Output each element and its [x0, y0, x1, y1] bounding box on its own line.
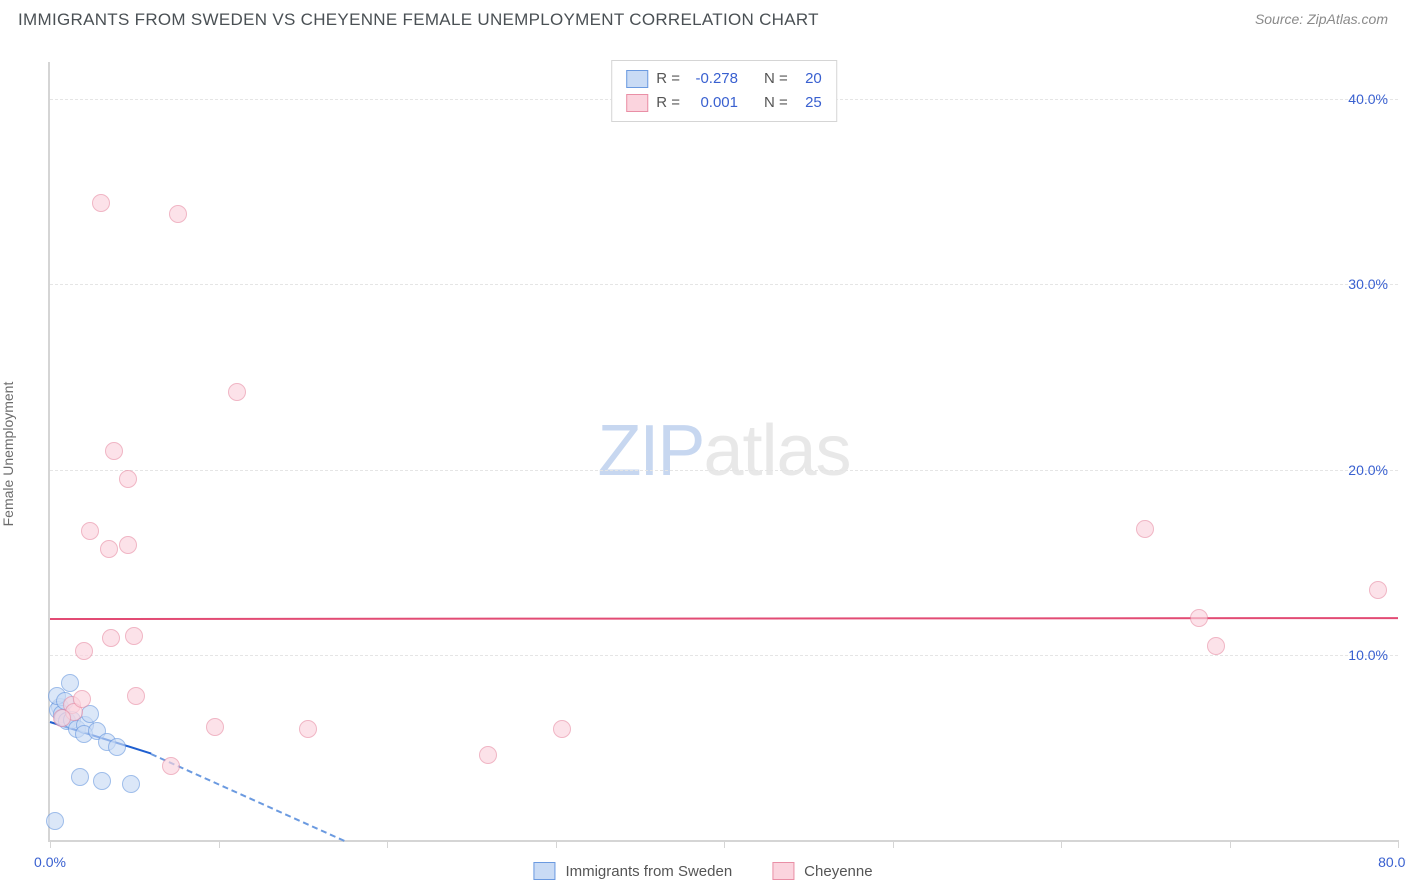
data-point [162, 757, 180, 775]
data-point [81, 522, 99, 540]
data-point [1136, 520, 1154, 538]
gridline [50, 655, 1398, 656]
data-point [127, 687, 145, 705]
source-attribution: Source: ZipAtlas.com [1255, 11, 1388, 29]
x-tick-label: 0.0% [34, 854, 66, 870]
legend-swatch [533, 862, 555, 880]
x-tick-label: 80.0% [1378, 854, 1406, 870]
x-tick [1398, 840, 1399, 848]
n-label: N = [764, 91, 788, 115]
data-point [299, 720, 317, 738]
x-tick [556, 840, 557, 848]
legend-swatch [626, 70, 648, 88]
data-point [46, 812, 64, 830]
legend-row: R = 0.001 N = 25 [626, 91, 822, 115]
data-point [92, 194, 110, 212]
x-tick [50, 840, 51, 848]
data-point [228, 383, 246, 401]
n-label: N = [764, 67, 788, 91]
r-label: R = [656, 91, 680, 115]
y-tick-label: 40.0% [1348, 91, 1388, 107]
n-value: 25 [796, 91, 822, 115]
legend-item: Cheyenne [772, 862, 872, 880]
data-point [75, 642, 93, 660]
legend-item: Immigrants from Sweden [533, 862, 732, 880]
data-point [125, 627, 143, 645]
gridline [50, 284, 1398, 285]
y-tick-label: 10.0% [1348, 647, 1388, 663]
x-tick [724, 840, 725, 848]
data-point [73, 690, 91, 708]
legend-label: Immigrants from Sweden [565, 863, 732, 880]
source-name: ZipAtlas.com [1307, 11, 1388, 27]
data-point [169, 205, 187, 223]
data-point [1190, 609, 1208, 627]
data-point [102, 629, 120, 647]
data-point [553, 720, 571, 738]
data-point [119, 536, 137, 554]
data-point [93, 772, 111, 790]
x-tick [1230, 840, 1231, 848]
data-point [108, 738, 126, 756]
chart-title: IMMIGRANTS FROM SWEDEN VS CHEYENNE FEMAL… [18, 10, 819, 30]
legend-swatch [626, 94, 648, 112]
x-tick [387, 840, 388, 848]
correlation-legend: R = -0.278 N = 20 R = 0.001 N = 25 [611, 60, 837, 122]
y-tick-label: 20.0% [1348, 462, 1388, 478]
gridline [50, 470, 1398, 471]
watermark-part2: atlas [703, 411, 850, 491]
data-point [119, 470, 137, 488]
data-point [206, 718, 224, 736]
legend-swatch [772, 862, 794, 880]
data-point [53, 709, 71, 727]
plot-area: ZIPatlas R = -0.278 N = 20 R = 0.001 N = 25 10.… [48, 62, 1398, 842]
y-axis-label: Female Unemployment [0, 382, 16, 527]
data-point [479, 746, 497, 764]
data-point [71, 768, 89, 786]
source-label: Source: [1255, 11, 1307, 27]
x-tick [893, 840, 894, 848]
data-point [122, 775, 140, 793]
n-value: 20 [796, 67, 822, 91]
x-tick [1061, 840, 1062, 848]
data-point [61, 674, 79, 692]
r-label: R = [656, 67, 680, 91]
legend-label: Cheyenne [804, 863, 872, 880]
data-point [100, 540, 118, 558]
series-legend: Immigrants from Sweden Cheyenne [533, 862, 872, 880]
data-point [1369, 581, 1387, 599]
data-point [105, 442, 123, 460]
y-tick-label: 30.0% [1348, 276, 1388, 292]
watermark-part1: ZIP [597, 411, 703, 491]
x-tick [219, 840, 220, 848]
r-value: 0.001 [688, 91, 738, 115]
watermark: ZIPatlas [597, 410, 850, 492]
legend-row: R = -0.278 N = 20 [626, 67, 822, 91]
data-point [1207, 637, 1225, 655]
r-value: -0.278 [688, 67, 738, 91]
